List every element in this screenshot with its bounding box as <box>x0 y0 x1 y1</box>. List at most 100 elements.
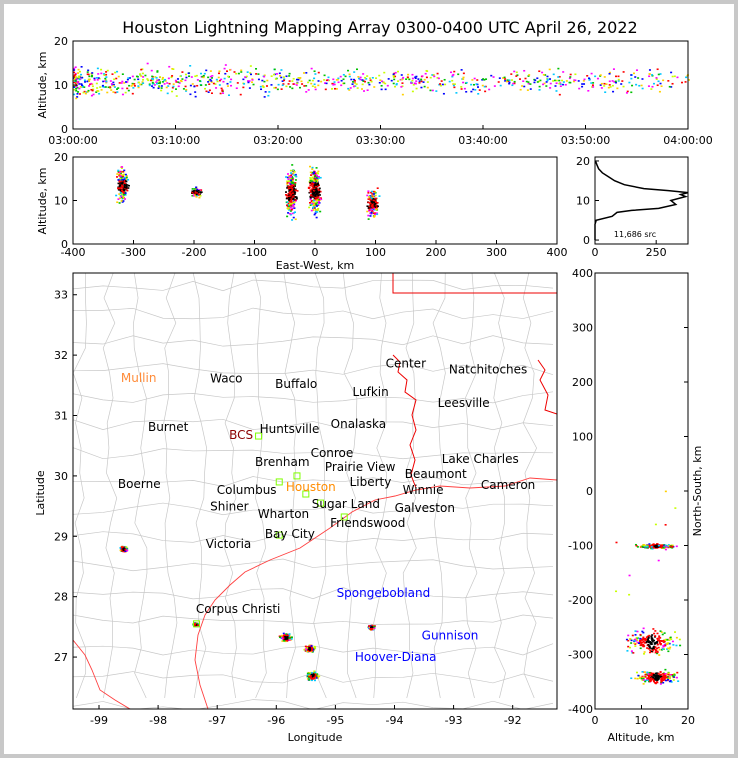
source-point <box>635 83 638 86</box>
source-point <box>642 677 645 680</box>
source-point <box>73 88 76 91</box>
source-point <box>246 71 249 73</box>
source-point <box>162 81 165 83</box>
source-point <box>174 79 177 82</box>
source-point <box>656 651 659 654</box>
source-point <box>393 85 396 88</box>
source-point <box>298 86 301 89</box>
source-point <box>131 75 134 78</box>
source-point <box>235 87 238 90</box>
source-point <box>309 646 312 649</box>
source-point <box>375 212 378 214</box>
source-point <box>636 677 639 680</box>
source-point <box>630 650 633 652</box>
source-point <box>647 679 650 682</box>
source-point <box>283 639 286 642</box>
source-point <box>653 639 656 642</box>
source-point <box>644 673 647 676</box>
source-point <box>488 88 491 91</box>
source-point <box>103 86 106 88</box>
source-point <box>343 82 346 85</box>
source-point <box>651 74 654 76</box>
source-point <box>366 75 369 77</box>
source-point <box>255 68 258 70</box>
source-point <box>266 79 269 82</box>
source-point <box>310 200 313 202</box>
source-point <box>314 212 317 215</box>
source-point <box>309 165 312 168</box>
source-point <box>648 673 651 676</box>
source-point <box>380 88 383 91</box>
source-point <box>313 179 316 182</box>
source-point <box>470 83 473 86</box>
source-point <box>290 201 293 203</box>
lma-station-marker <box>193 620 201 628</box>
source-point <box>227 94 230 97</box>
source-point <box>667 80 670 82</box>
source-point <box>295 84 298 86</box>
source-point <box>603 85 606 87</box>
source-point <box>439 84 442 87</box>
source-point <box>157 82 160 85</box>
source-point <box>74 72 77 75</box>
source-point <box>516 74 519 76</box>
source-point <box>312 648 315 651</box>
source-point <box>81 76 84 79</box>
source-point <box>638 640 641 642</box>
source-point <box>373 207 376 210</box>
source-point <box>121 178 124 181</box>
source-point <box>77 72 80 74</box>
source-point <box>506 79 509 81</box>
source-point <box>314 202 317 204</box>
source-point <box>164 78 167 81</box>
source-point <box>75 87 78 90</box>
source-point <box>197 194 200 196</box>
source-point <box>304 650 307 652</box>
source-point <box>119 197 122 200</box>
source-point <box>293 193 296 195</box>
source-point <box>171 90 174 93</box>
source-point <box>432 74 435 76</box>
source-point <box>117 187 120 189</box>
source-point <box>100 72 103 75</box>
source-point <box>367 196 370 198</box>
source-point <box>166 92 169 95</box>
source-point <box>289 169 292 172</box>
source-point <box>115 194 118 197</box>
source-point <box>671 544 674 547</box>
source-point <box>224 64 227 66</box>
source-point <box>639 633 642 636</box>
source-point <box>373 208 376 211</box>
source-point <box>650 672 653 675</box>
source-point <box>122 200 125 202</box>
ew-alt-tick-label: 0 <box>61 238 68 251</box>
source-point <box>386 84 389 87</box>
source-point <box>645 636 648 638</box>
source-point <box>161 76 164 79</box>
time-panel-frame <box>72 40 689 130</box>
source-point <box>637 674 640 677</box>
source-point <box>317 194 320 197</box>
place-label: Friendswood <box>330 516 405 530</box>
place-label: Burnet <box>148 420 189 434</box>
source-point <box>631 634 634 637</box>
source-point <box>659 671 662 673</box>
source-point <box>288 191 291 194</box>
source-point <box>288 205 291 208</box>
source-point <box>228 69 231 71</box>
source-point <box>527 81 530 83</box>
source-point <box>439 83 442 85</box>
source-point <box>453 70 456 73</box>
source-point <box>125 178 128 180</box>
source-point <box>119 171 122 173</box>
source-point <box>198 196 201 199</box>
source-point <box>370 197 373 199</box>
source-point <box>591 84 594 86</box>
source-point <box>581 85 584 88</box>
source-point <box>93 77 96 80</box>
source-point <box>669 545 672 548</box>
source-point <box>630 639 633 642</box>
source-point <box>659 676 662 678</box>
source-point <box>670 71 673 74</box>
source-point <box>656 647 659 650</box>
